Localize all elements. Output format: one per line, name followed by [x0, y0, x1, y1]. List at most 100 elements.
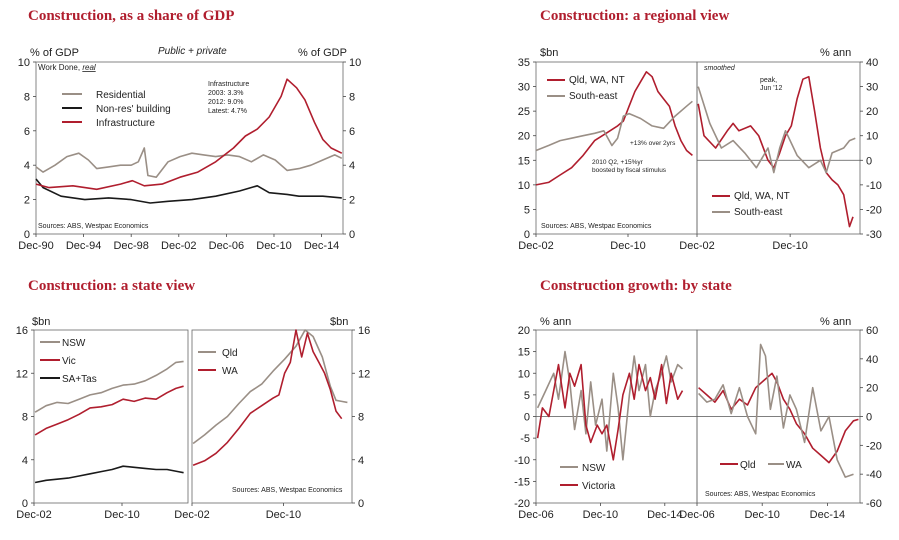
p4a-ytick-label-left: -10	[514, 455, 530, 467]
panel3-labels: $bn $bn NSW Vic SA+Tas Qld WA Sources: A…	[32, 316, 348, 494]
p3-legend-nsw: NSW	[62, 338, 86, 349]
p1-ytick-label-left: 0	[24, 229, 30, 241]
p4b-xtick-label: Dec-14	[810, 509, 845, 521]
p3-legend-vic: Vic	[62, 356, 76, 367]
p3a-xtick-label: Dec-02	[16, 509, 51, 521]
p2b-ytick-label-right: 10	[866, 131, 878, 143]
p1-xtick-label: Dec-94	[66, 240, 101, 252]
p2-ylabel-right: % ann	[820, 47, 851, 59]
p4b-ytick-label-right: 20	[866, 383, 878, 395]
p1-frame	[35, 61, 344, 235]
p2-ylabel-left: $bn	[540, 47, 558, 59]
p2b-ytick-label-right: 0	[866, 155, 872, 167]
p4b-xtick-label: Dec-06	[679, 509, 714, 521]
p4-legend-vic: Victoria	[582, 481, 616, 492]
p3b-ytick-label-right: 16	[358, 325, 370, 337]
p1-legend-infra: Infrastructure	[96, 118, 155, 129]
p4a-ytick-label-left: -5	[520, 433, 530, 445]
p4b-ytick-label-right: 40	[866, 354, 878, 366]
p1-ytick-label-right: 4	[349, 160, 355, 172]
p3a-ytick-label-left: 16	[16, 325, 28, 337]
p3b-frame	[191, 329, 353, 504]
p1-xtick-label: Dec-02	[161, 240, 196, 252]
p2b-xtick-label: Dec-10	[772, 240, 807, 252]
p4b-ytick-label-right: 60	[866, 325, 878, 337]
p3a-series-nsw	[34, 360, 184, 413]
p1-ytick-label-left: 8	[24, 91, 30, 103]
p3-ylabel-left: $bn	[32, 316, 50, 328]
p4-ylabel-right: % ann	[820, 316, 851, 328]
p1-ytick-label-left: 10	[18, 57, 30, 69]
p3a-ytick-label-left: 8	[22, 412, 28, 424]
p2b-ytick-label-right: -10	[866, 180, 882, 192]
chart-title-regional: Construction: a regional view	[540, 8, 730, 24]
p3b-series-qld	[192, 329, 348, 445]
p2a-series-qld-wa-nt	[535, 71, 693, 186]
p1-series-infrastructure	[35, 78, 343, 191]
p2a-frame	[535, 61, 698, 235]
chart-marks: 0 0 2 2 4 4 6 6 8 8 10 10 Dec-90 Dec-94 Dec-98 Dec-02 De…	[16, 57, 882, 521]
p1-annotation-line1: Infrastructure	[208, 81, 249, 88]
p2a-xtick-label: Dec-10	[610, 240, 645, 252]
p3b-xtick-label: Dec-10	[266, 509, 301, 521]
p2a-ytick-label-left: 10	[518, 180, 530, 192]
chart-title-growth: Construction growth: by state	[540, 278, 732, 294]
p2b-series-qld-wa-nt	[697, 75, 854, 228]
p2a-legend-se: South-east	[569, 91, 618, 102]
p1-note: Work Done, real	[38, 63, 96, 72]
p2b-ytick-label-right: 30	[866, 82, 878, 94]
p1-series-non-res-building	[35, 178, 342, 204]
p1-xtick-label: Dec-98	[113, 240, 148, 252]
p3b-xtick-label: Dec-02	[174, 509, 209, 521]
p2a-xtick-label: Dec-02	[518, 240, 553, 252]
p4-ylabel-left: % ann	[540, 316, 571, 328]
p4b-ytick-label-right: 0	[866, 412, 872, 424]
p2b-legend-qld: Qld, WA, NT	[734, 191, 790, 202]
p4b-ytick-label-right: -60	[866, 498, 882, 510]
p3a-ytick-label-left: 12	[16, 368, 28, 380]
p3a-series-sa-tas	[34, 465, 184, 484]
p1-annotation-line3: 2012: 9.0%	[208, 99, 243, 106]
p3b-ytick-label-right: 4	[358, 455, 364, 467]
p2a-ytick-label-left: 20	[518, 131, 530, 143]
p3b-ytick-label-right: 8	[358, 412, 364, 424]
p1-ytick-label-right: 6	[349, 126, 355, 138]
p4b-xtick-label: Dec-10	[744, 509, 779, 521]
p2b-ytick-label-right: 40	[866, 57, 878, 69]
p1-legend-residential: Residential	[96, 90, 145, 101]
p1-ytick-label-right: 0	[349, 229, 355, 241]
p1-legend-nonres: Non-res' building	[96, 104, 171, 115]
p3-legend-wa: WA	[222, 366, 238, 377]
p2-annotation-stimulus: boosted by fiscal stimulus	[592, 167, 667, 174]
p1-ylabel-right: % of GDP	[298, 47, 347, 59]
panel2-labels: $bn % ann smoothed peak, Jun '12 Qld, WA…	[540, 47, 851, 230]
p3b-ytick-label-right: 12	[358, 368, 370, 380]
p1-ytick-label-right: 8	[349, 91, 355, 103]
p1-ytick-label-right: 10	[349, 57, 361, 69]
p2a-series-south-east	[535, 100, 693, 152]
p1-ytick-label-left: 6	[24, 126, 30, 138]
p3-legend-qld: Qld	[222, 348, 238, 359]
p1-ytick-label-right: 2	[349, 195, 355, 207]
p2-source: Sources: ABS, Westpac Economics	[541, 223, 652, 230]
p1-xtick-label: Dec-90	[18, 240, 53, 252]
p3a-frame	[33, 329, 189, 504]
p2-annotation-2010q2: 2010 Q2, +15%yr	[592, 159, 644, 166]
p3-legend-satas: SA+Tas	[62, 374, 97, 385]
p2-smoothed-label: smoothed	[704, 65, 736, 72]
p4a-xtick-label: Dec-14	[647, 509, 682, 521]
p4a-xtick-label: Dec-10	[583, 509, 618, 521]
p3a-ytick-label-left: 0	[22, 498, 28, 510]
p1-ytick-label-left: 4	[24, 160, 30, 172]
p3a-series-vic	[34, 385, 184, 436]
chart-title-gdp-share: Construction, as a share of GDP	[28, 8, 235, 24]
p4a-ytick-label-left: 5	[524, 390, 530, 402]
p1-annotation-line4: Latest: 4.7%	[208, 108, 247, 115]
p4b-ytick-label-right: -20	[866, 440, 882, 452]
panel4-labels: % ann % ann NSW Victoria Qld WA Sources:…	[540, 316, 851, 498]
p4a-ytick-label-left: 10	[518, 368, 530, 380]
p2a-legend-qld: Qld, WA, NT	[569, 75, 625, 86]
p3a-ytick-label-left: 4	[22, 455, 28, 467]
p2a-ytick-label-left: 5	[524, 204, 530, 216]
